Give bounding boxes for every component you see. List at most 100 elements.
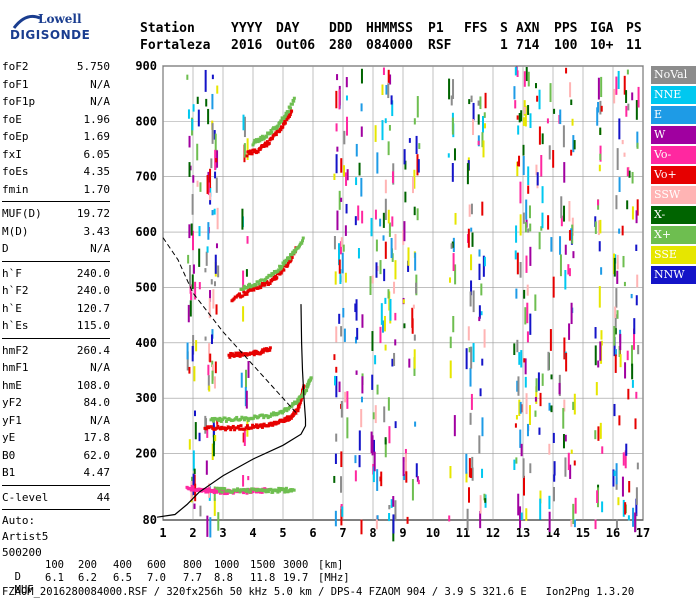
- noise-mark: [453, 415, 456, 437]
- noise-mark: [522, 475, 525, 496]
- noise-mark: [403, 149, 406, 165]
- echo-mark: [212, 491, 216, 495]
- noise-mark: [597, 101, 600, 113]
- footer-muf-label: MUF: [14, 584, 34, 596]
- noise-mark: [559, 236, 562, 255]
- noise-mark: [523, 358, 526, 363]
- noise-mark: [630, 293, 633, 299]
- noise-mark: [213, 281, 216, 287]
- param-key: B0: [2, 448, 16, 462]
- noise-mark: [357, 205, 360, 221]
- echo-mark: [269, 129, 273, 133]
- noise-mark: [379, 326, 382, 344]
- echo-mark: [292, 488, 296, 492]
- param-group-virtual-heights: h`F 240.0 h`F2 240.0 h`E 120.7 h`Es 115.0: [2, 265, 110, 335]
- noise-mark: [389, 298, 392, 321]
- noise-mark: [480, 283, 483, 296]
- noise-mark: [372, 466, 375, 483]
- noise-mark: [541, 133, 544, 145]
- noise-mark: [563, 337, 566, 360]
- noise-mark: [570, 519, 573, 527]
- logo-line2: DIGISONDE: [10, 28, 91, 42]
- param-value: N/A: [90, 95, 110, 108]
- echo-mark: [278, 489, 282, 493]
- param-row-yf2: yF2 84.0: [2, 394, 110, 412]
- param-row-hes: h`Es 115.0: [2, 317, 110, 335]
- noise-mark: [536, 95, 539, 102]
- noise-mark: [452, 79, 455, 99]
- echo-mark: [254, 140, 258, 144]
- noise-mark: [449, 360, 452, 379]
- echo-mark: [241, 294, 245, 298]
- noise-mark: [375, 515, 378, 530]
- noise-mark: [243, 143, 246, 158]
- echo-mark: [259, 146, 263, 150]
- noise-mark: [211, 360, 214, 368]
- echo-mark: [285, 409, 289, 413]
- noise-mark: [338, 89, 341, 110]
- noise-mark: [454, 264, 457, 285]
- echo-mark: [298, 244, 301, 248]
- param-value: N/A: [90, 413, 110, 427]
- noise-mark: [194, 483, 197, 502]
- auto-code: 500200: [2, 546, 42, 559]
- noise-mark: [346, 116, 349, 136]
- logo-line1: Lowell: [38, 12, 82, 26]
- noise-mark: [615, 195, 618, 210]
- noise-mark: [616, 254, 619, 270]
- noise-mark: [572, 503, 575, 525]
- echo-mark: [282, 116, 286, 120]
- echo-mark: [298, 401, 302, 405]
- echo-mark: [209, 425, 213, 429]
- footer-value: 3000: [283, 559, 309, 571]
- noise-mark: [190, 292, 193, 301]
- noise-mark: [447, 153, 450, 158]
- noise-mark: [628, 170, 631, 178]
- noise-mark: [553, 486, 556, 502]
- noise-mark: [416, 96, 419, 118]
- echo-mark: [273, 127, 277, 131]
- param-row-he: h`E 120.7: [2, 300, 110, 318]
- noise-mark: [624, 502, 627, 515]
- noise-mark: [484, 92, 487, 109]
- param-value: 62.0: [83, 448, 111, 462]
- noise-mark: [600, 76, 603, 98]
- echo-mark: [246, 487, 250, 491]
- val-pps: 100: [554, 38, 578, 53]
- noise-mark: [192, 175, 195, 183]
- noise-mark: [369, 276, 372, 296]
- noise-mark: [376, 152, 379, 174]
- noise-mark: [466, 508, 469, 531]
- noise-mark: [626, 350, 629, 361]
- param-key: hmF2: [2, 343, 29, 357]
- noise-mark: [524, 105, 527, 127]
- noise-mark: [599, 127, 602, 136]
- val-day: Out06: [276, 38, 316, 53]
- param-value: N/A: [90, 242, 110, 255]
- x-tick-label: 2: [189, 526, 196, 540]
- echo-mark: [233, 428, 237, 432]
- echo-mark: [263, 488, 267, 492]
- noise-mark: [541, 186, 544, 204]
- echo-mark: [191, 485, 195, 489]
- noise-mark: [196, 180, 199, 187]
- noise-mark: [468, 347, 471, 353]
- echo-mark: [269, 487, 273, 491]
- noise-mark: [623, 75, 626, 95]
- noise-mark: [340, 158, 343, 173]
- noise-mark: [341, 506, 344, 517]
- noise-mark: [635, 100, 638, 120]
- noise-mark: [477, 100, 480, 106]
- noise-mark: [344, 391, 347, 403]
- noise-mark: [538, 232, 541, 250]
- x-tick-label: 17: [636, 526, 650, 540]
- noise-mark: [198, 282, 201, 290]
- noise-mark: [565, 67, 568, 74]
- param-value: 260.4: [76, 343, 110, 357]
- noise-mark: [209, 353, 212, 363]
- divider: [2, 260, 110, 262]
- noise-mark: [361, 376, 364, 394]
- echo-mark: [289, 416, 293, 420]
- noise-mark: [472, 119, 475, 136]
- noise-mark: [601, 446, 604, 454]
